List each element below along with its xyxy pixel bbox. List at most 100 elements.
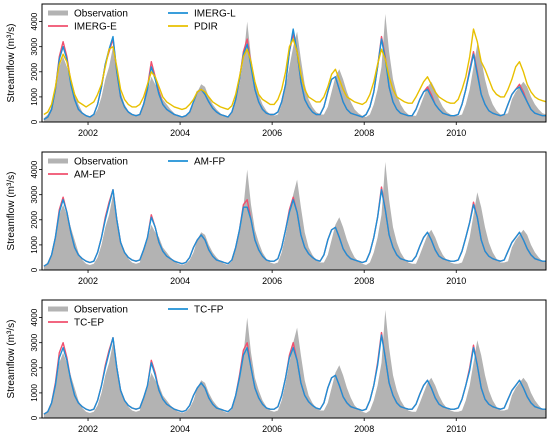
- legend-label: IMERG-L: [194, 9, 236, 20]
- x-tick-label: 2010: [446, 128, 466, 138]
- legend-item-observation: Observation: [48, 305, 128, 316]
- legend-label: AM-EP: [74, 170, 106, 181]
- y-tick-0: 0: [30, 415, 42, 420]
- legend-item-am-ep: AM-EP: [48, 170, 106, 181]
- legend: Observation TC-EP TC-FP: [48, 305, 224, 329]
- series-am-fp-line: [43, 189, 546, 267]
- x-tick-2008: 2008: [354, 418, 374, 434]
- y-tick-label: 2000: [30, 210, 39, 228]
- legend-label: TC-EP: [74, 318, 104, 329]
- legend-item-pdir: PDIR: [168, 22, 218, 33]
- y-tick-label: 2000: [30, 358, 39, 376]
- y-tick-3000: 3000: [30, 37, 42, 56]
- legend-item-tc-ep: TC-EP: [48, 318, 104, 329]
- series-observation-area: [43, 310, 546, 418]
- x-tick-2002: 2002: [78, 270, 98, 286]
- plot-area: [43, 14, 546, 122]
- legend-label: Observation: [74, 305, 128, 316]
- y-tick-label: 4000: [30, 12, 39, 30]
- y-tick-label: 4000: [30, 308, 39, 326]
- y-tick-label: 0: [30, 415, 39, 420]
- y-tick-4000: 4000: [30, 160, 42, 178]
- x-tick-label: 2008: [354, 276, 374, 286]
- legend-item-imerg-e: IMERG-E: [48, 22, 117, 33]
- legend: Observation AM-EP AM-FP: [48, 157, 225, 181]
- x-tick-2008: 2008: [354, 122, 374, 138]
- plot-area: [43, 310, 546, 418]
- x-tick-2010: 2010: [446, 270, 466, 286]
- y-tick-label: 1000: [30, 235, 39, 253]
- x-tick-label: 2004: [170, 276, 190, 286]
- y-tick-label: 1000: [30, 87, 39, 105]
- legend-label: Observation: [74, 9, 128, 20]
- series-observation-area: [43, 14, 546, 122]
- plot-frame: [41, 299, 547, 419]
- y-tick-label: 3000: [30, 37, 39, 55]
- legend-item-imerg-l: IMERG-L: [168, 9, 236, 20]
- x-tick-label: 2010: [446, 424, 466, 434]
- x-tick-label: 2006: [262, 424, 282, 434]
- y-tick-2000: 2000: [30, 210, 42, 229]
- x-tick-2004: 2004: [170, 122, 190, 138]
- y-tick-label: 2000: [30, 62, 39, 80]
- y-tick-3000: 3000: [30, 185, 42, 204]
- series-pdir-line: [43, 28, 546, 116]
- legend-label: TC-FP: [194, 305, 224, 316]
- x-tick-label: 2004: [170, 424, 190, 434]
- legend-label: IMERG-E: [74, 22, 117, 33]
- plot-area: [43, 162, 546, 270]
- y-tick-0: 0: [30, 267, 42, 272]
- x-tick-2006: 2006: [262, 270, 282, 286]
- x-tick-label: 2002: [78, 128, 98, 138]
- x-tick-label: 2004: [170, 128, 190, 138]
- series-tc-fp-line: [43, 334, 546, 415]
- legend-label: AM-FP: [194, 157, 225, 168]
- x-tick-label: 2008: [354, 424, 374, 434]
- x-tick-label: 2002: [78, 276, 98, 286]
- y-axis-label: Streamflow (m³/s): [6, 172, 17, 251]
- y-tick-3000: 3000: [30, 333, 42, 352]
- y-tick-label: 3000: [30, 333, 39, 351]
- panel-2: 0 1000 2000 3000 4000 2002 2004 2006 2008 2010 Str…: [6, 151, 547, 286]
- y-tick-0: 0: [30, 119, 42, 124]
- x-tick-label: 2006: [262, 128, 282, 138]
- y-tick-1000: 1000: [30, 383, 42, 402]
- y-tick-2000: 2000: [30, 62, 42, 81]
- x-tick-label: 2008: [354, 128, 374, 138]
- x-tick-2006: 2006: [262, 418, 282, 434]
- y-tick-4000: 4000: [30, 12, 42, 30]
- y-tick-1000: 1000: [30, 87, 42, 106]
- x-tick-2004: 2004: [170, 270, 190, 286]
- x-tick-2010: 2010: [446, 418, 466, 434]
- panel-3: 0 1000 2000 3000 4000 2002 2004 2006 2008 2010 Str…: [6, 299, 547, 434]
- x-tick-2010: 2010: [446, 122, 466, 138]
- x-tick-label: 2006: [262, 276, 282, 286]
- legend-item-observation: Observation: [48, 9, 128, 20]
- y-axis-label: Streamflow (m³/s): [6, 24, 17, 103]
- y-tick-label: 0: [30, 119, 39, 124]
- legend-label: Observation: [74, 157, 128, 168]
- y-tick-2000: 2000: [30, 358, 42, 377]
- series-imerg-l-line: [43, 28, 546, 121]
- legend: Observation IMERG-E IMERG-L PDIR: [48, 9, 236, 33]
- y-tick-label: 4000: [30, 160, 39, 178]
- series-observation-area: [43, 162, 546, 270]
- x-tick-2002: 2002: [78, 418, 98, 434]
- legend-item-am-fp: AM-FP: [168, 157, 225, 168]
- plot-frame: [41, 3, 547, 123]
- plot-frame: [41, 151, 547, 271]
- x-tick-2006: 2006: [262, 122, 282, 138]
- y-axis-label: Streamflow (m³/s): [6, 320, 17, 399]
- x-tick-2002: 2002: [78, 122, 98, 138]
- panel-1: 0 1000 2000 3000 4000 2002 2004 2006 2008 2010 Str…: [6, 3, 547, 138]
- x-tick-2008: 2008: [354, 270, 374, 286]
- legend-item-observation: Observation: [48, 157, 128, 168]
- y-tick-label: 0: [30, 267, 39, 272]
- legend-item-tc-fp: TC-FP: [168, 305, 224, 316]
- y-tick-label: 3000: [30, 185, 39, 203]
- y-tick-label: 1000: [30, 383, 39, 401]
- y-tick-1000: 1000: [30, 235, 42, 254]
- legend-label: PDIR: [194, 22, 218, 33]
- y-tick-4000: 4000: [30, 308, 42, 326]
